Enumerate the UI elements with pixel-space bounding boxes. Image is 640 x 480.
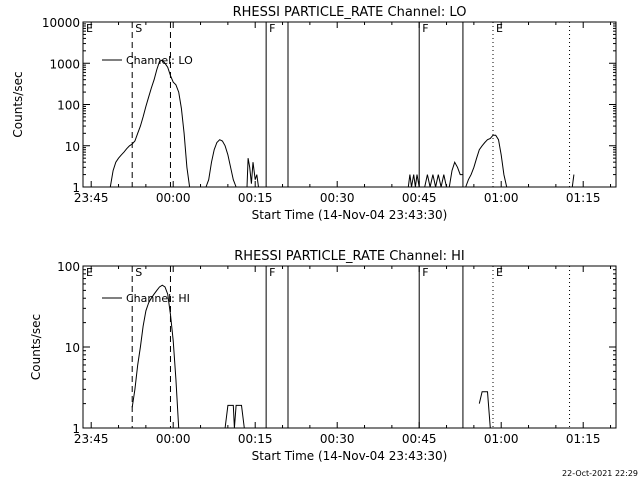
y-axis-label: Counts/sec <box>11 71 25 137</box>
chart-title: RHESSI PARTICLE_RATE Channel: HI <box>234 249 464 264</box>
y-tick-label: 1 <box>72 422 80 436</box>
x-tick-label: 00:45 <box>402 191 437 205</box>
x-tick-label: 00:30 <box>320 432 355 446</box>
series-line-segment-1 <box>224 404 245 429</box>
chart-panel-1: RHESSI PARTICLE_RATE Channel: HI Start Ti… <box>29 249 617 463</box>
x-tick-label: 00:00 <box>156 191 191 205</box>
series-line-segment-6 <box>465 134 508 188</box>
x-axis-label: Start Time (14-Nov-04 23:43:30) <box>252 208 448 222</box>
x-tick-label: 01:15 <box>566 191 601 205</box>
x-tick-label: 23:45 <box>74 432 109 446</box>
y-tick-label: 100 <box>57 260 80 274</box>
series-line-segment-4 <box>424 174 447 188</box>
x-tick-label: 00:15 <box>238 191 273 205</box>
y-tick-label: 100 <box>57 99 80 113</box>
x-axis-label: Start Time (14-Nov-04 23:43:30) <box>252 449 448 463</box>
series-line-segment-5 <box>448 160 463 188</box>
y-axis-label: Counts/sec <box>29 314 43 380</box>
event-marker-label: E <box>496 266 503 279</box>
event-marker-label: F <box>422 266 428 279</box>
y-tick-label: 1000 <box>49 57 80 71</box>
plot-frame <box>82 21 617 188</box>
event-marker-label: F <box>269 22 275 35</box>
x-tick-label: 01:00 <box>484 191 519 205</box>
series-line-segment-0 <box>131 284 180 429</box>
x-tick-label: 00:30 <box>320 191 355 205</box>
x-tick-label: 00:45 <box>402 432 437 446</box>
event-marker-label: S <box>135 22 142 35</box>
series-line-segment-3 <box>407 174 420 188</box>
series-line-segment-7 <box>571 174 575 188</box>
event-marker-label: S <box>135 266 142 279</box>
y-tick-label: 10 <box>65 341 80 355</box>
x-tick-label: 23:45 <box>74 191 109 205</box>
event-marker-label: E <box>86 22 93 35</box>
y-tick-label: 10 <box>65 140 80 154</box>
series-line-segment-2 <box>478 391 491 429</box>
x-tick-label: 00:15 <box>238 432 273 446</box>
legend-entry: Channel: LO <box>126 54 193 67</box>
x-tick-label: 01:15 <box>566 432 601 446</box>
series-line-segment-1 <box>205 139 237 188</box>
series-line-segment-0 <box>109 59 191 188</box>
event-marker-label: E <box>86 266 93 279</box>
series-line-segment-2 <box>246 158 259 188</box>
y-tick-label: 1 <box>72 181 80 195</box>
y-tick-label: 10000 <box>42 16 80 30</box>
event-marker-label: E <box>496 22 503 35</box>
x-tick-label: 01:00 <box>484 432 519 446</box>
legend-entry: Channel: HI <box>126 292 190 305</box>
chart-title: RHESSI PARTICLE_RATE Channel: LO <box>233 5 467 20</box>
x-tick-label: 00:00 <box>156 432 191 446</box>
chart-panel-0: RHESSI PARTICLE_RATE Channel: LO Start Ti… <box>11 5 617 222</box>
event-marker-label: F <box>422 22 428 35</box>
event-marker-label: F <box>269 266 275 279</box>
plot-frame <box>82 265 617 429</box>
